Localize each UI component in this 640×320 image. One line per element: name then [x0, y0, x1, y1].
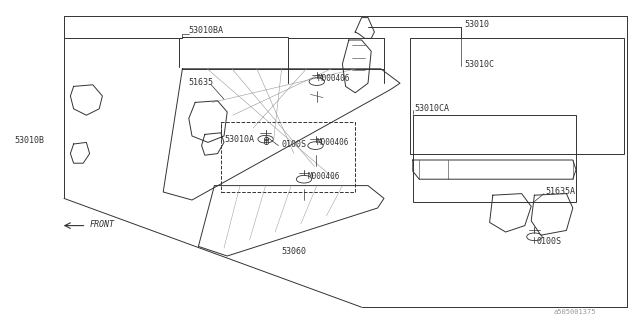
Text: 51635A: 51635A [545, 188, 575, 196]
Text: M000406: M000406 [307, 172, 340, 180]
Text: 51635: 51635 [189, 78, 214, 87]
Text: a505001375: a505001375 [554, 309, 596, 315]
Bar [221, 122, 355, 192]
Text: 53010A: 53010A [224, 135, 254, 144]
Bar [410, 38, 624, 154]
Text: 53010CA: 53010CA [415, 104, 450, 113]
Text: FRONT: FRONT [90, 220, 115, 229]
Text: 0100S: 0100S [282, 140, 307, 148]
Text: 53010C: 53010C [465, 60, 495, 68]
Text: 53010: 53010 [464, 20, 489, 28]
Text: 0100S: 0100S [536, 237, 561, 246]
Text: 53010BA: 53010BA [189, 26, 224, 35]
Text: 53010B: 53010B [14, 136, 44, 145]
Text: M000406: M000406 [318, 74, 351, 83]
Text: 53060: 53060 [282, 247, 307, 256]
Bar [413, 115, 576, 202]
Text: M000406: M000406 [317, 138, 349, 147]
